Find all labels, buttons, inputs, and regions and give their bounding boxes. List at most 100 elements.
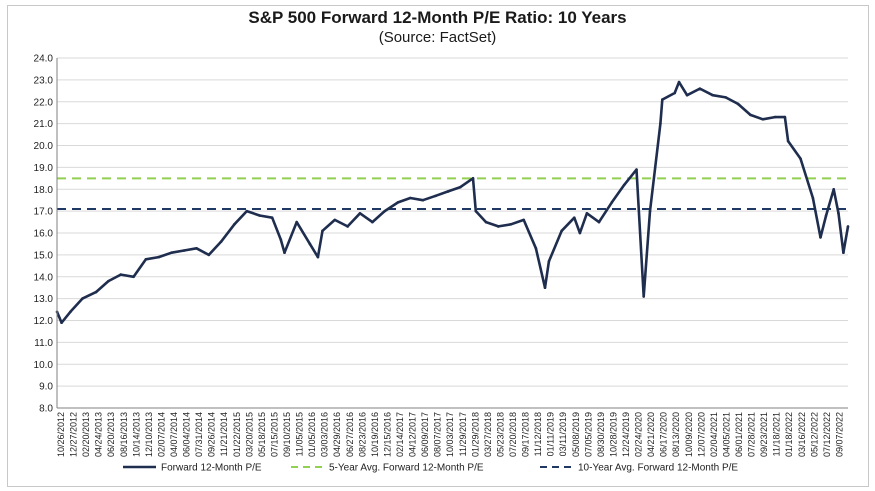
x-tick-label: 11/05/2015 bbox=[295, 412, 305, 456]
data-point bbox=[597, 220, 601, 224]
chart-title: S&P 500 Forward 12-Month P/E Ratio: 10 Y… bbox=[248, 8, 627, 27]
x-tick-label: 01/05/2016 bbox=[307, 412, 317, 457]
x-tick-label: 09/17/2018 bbox=[521, 412, 531, 457]
data-point bbox=[819, 236, 822, 239]
data-point bbox=[396, 201, 400, 204]
data-point bbox=[279, 238, 283, 241]
data-point bbox=[661, 98, 664, 101]
x-tick-label: 01/22/2015 bbox=[232, 412, 242, 457]
chart-frame bbox=[7, 5, 869, 487]
x-tick-label: 08/23/2016 bbox=[357, 412, 367, 457]
x-tick-label: 11/29/2017 bbox=[458, 412, 468, 456]
data-point bbox=[659, 122, 662, 125]
x-tick-label: 08/16/2013 bbox=[119, 412, 129, 457]
x-tick-label: 10/09/2020 bbox=[684, 412, 694, 457]
data-point bbox=[543, 286, 547, 289]
data-point bbox=[157, 255, 161, 259]
legend: Forward 12-Month P/E 5-Year Avg. Forward … bbox=[123, 463, 738, 474]
data-point bbox=[144, 257, 148, 261]
x-tick-label: 12/15/2016 bbox=[382, 412, 392, 457]
data-point bbox=[69, 310, 72, 314]
data-point bbox=[132, 275, 135, 279]
data-point bbox=[471, 177, 475, 180]
axes bbox=[56, 58, 848, 409]
y-tick-label: 15.0 bbox=[34, 250, 54, 261]
series-lines bbox=[55, 80, 850, 325]
data-point bbox=[219, 240, 223, 244]
data-point bbox=[698, 87, 702, 90]
x-tick-label: 10/28/2019 bbox=[608, 412, 618, 457]
legend-label: 10-Year Avg. Forward 12-Month P/E bbox=[578, 463, 738, 474]
data-point bbox=[773, 115, 777, 119]
legend-label: 5-Year Avg. Forward 12-Month P/E bbox=[329, 463, 484, 474]
x-tick-label: 03/11/2019 bbox=[558, 412, 568, 456]
data-point bbox=[677, 80, 681, 84]
x-tick-label: 04/29/2016 bbox=[332, 412, 342, 457]
data-point bbox=[119, 273, 123, 276]
x-tick-label: 09/26/2014 bbox=[207, 412, 217, 457]
x-tick-label: 08/07/2017 bbox=[433, 412, 443, 457]
data-point bbox=[182, 249, 186, 252]
x-tick-label: 06/27/2016 bbox=[345, 412, 355, 457]
y-tick-label: 18.0 bbox=[34, 185, 54, 196]
data-point bbox=[446, 190, 450, 193]
series-line bbox=[55, 80, 850, 325]
data-point bbox=[383, 209, 387, 213]
data-point bbox=[837, 212, 840, 215]
x-tick-label: 08/30/2019 bbox=[596, 412, 606, 457]
x-tick-label: 06/01/2021 bbox=[734, 412, 744, 457]
data-point bbox=[786, 139, 790, 143]
x-tick-label: 05/12/2022 bbox=[809, 412, 819, 457]
data-point bbox=[245, 209, 249, 213]
data-point bbox=[308, 242, 312, 246]
x-tick-label: 11/12/2018 bbox=[533, 412, 543, 456]
data-point bbox=[333, 218, 337, 222]
data-point bbox=[842, 251, 845, 254]
data-point bbox=[195, 247, 198, 250]
data-point bbox=[270, 216, 274, 219]
x-tick-label: 03/16/2022 bbox=[797, 412, 807, 457]
data-point bbox=[824, 214, 828, 217]
chart-subtitle: (Source: FactSet) bbox=[378, 29, 497, 46]
data-point bbox=[585, 212, 589, 215]
y-tick-label: 8.0 bbox=[39, 404, 53, 415]
data-point bbox=[509, 222, 513, 226]
data-point bbox=[832, 187, 835, 191]
data-point bbox=[648, 209, 652, 213]
average-lines bbox=[57, 177, 848, 210]
y-tick-label: 10.0 bbox=[34, 360, 54, 371]
x-tick-label: 12/10/2013 bbox=[144, 412, 154, 457]
data-point bbox=[547, 260, 551, 263]
x-axis-ticks: 10/26/2012 12/27/2012 02/20/2013 04/24/2013… bbox=[56, 412, 844, 457]
y-tick-label: 9.0 bbox=[39, 382, 53, 393]
data-point bbox=[474, 209, 478, 213]
data-point bbox=[321, 229, 324, 233]
data-point bbox=[371, 220, 374, 224]
data-point bbox=[497, 225, 500, 228]
data-point bbox=[534, 247, 538, 250]
data-point bbox=[170, 251, 173, 254]
data-point bbox=[749, 113, 752, 117]
x-tick-label: 04/21/2020 bbox=[646, 412, 656, 457]
x-tick-label: 07/31/2014 bbox=[194, 412, 204, 457]
data-point bbox=[846, 225, 850, 228]
x-tick-label: 11/18/2021 bbox=[772, 412, 782, 456]
x-tick-label: 04/24/2013 bbox=[94, 412, 104, 457]
data-point bbox=[434, 194, 437, 198]
x-tick-label: 09/10/2015 bbox=[282, 412, 292, 457]
x-tick-label: 02/14/2017 bbox=[395, 412, 405, 457]
x-tick-label: 07/12/2022 bbox=[822, 412, 832, 457]
x-tick-label: 04/05/2021 bbox=[721, 412, 731, 457]
x-tick-label: 10/03/2017 bbox=[445, 412, 455, 457]
y-tick-label: 24.0 bbox=[34, 54, 54, 65]
data-point bbox=[560, 229, 564, 233]
data-point bbox=[711, 93, 714, 97]
data-point bbox=[316, 255, 320, 259]
x-tick-label: 05/18/2015 bbox=[257, 412, 267, 457]
data-point bbox=[673, 91, 677, 95]
data-point bbox=[207, 253, 211, 257]
data-point bbox=[522, 218, 526, 222]
x-tick-label: 11/21/2014 bbox=[219, 412, 229, 456]
y-tick-label: 22.0 bbox=[34, 97, 54, 108]
data-point bbox=[724, 96, 727, 99]
